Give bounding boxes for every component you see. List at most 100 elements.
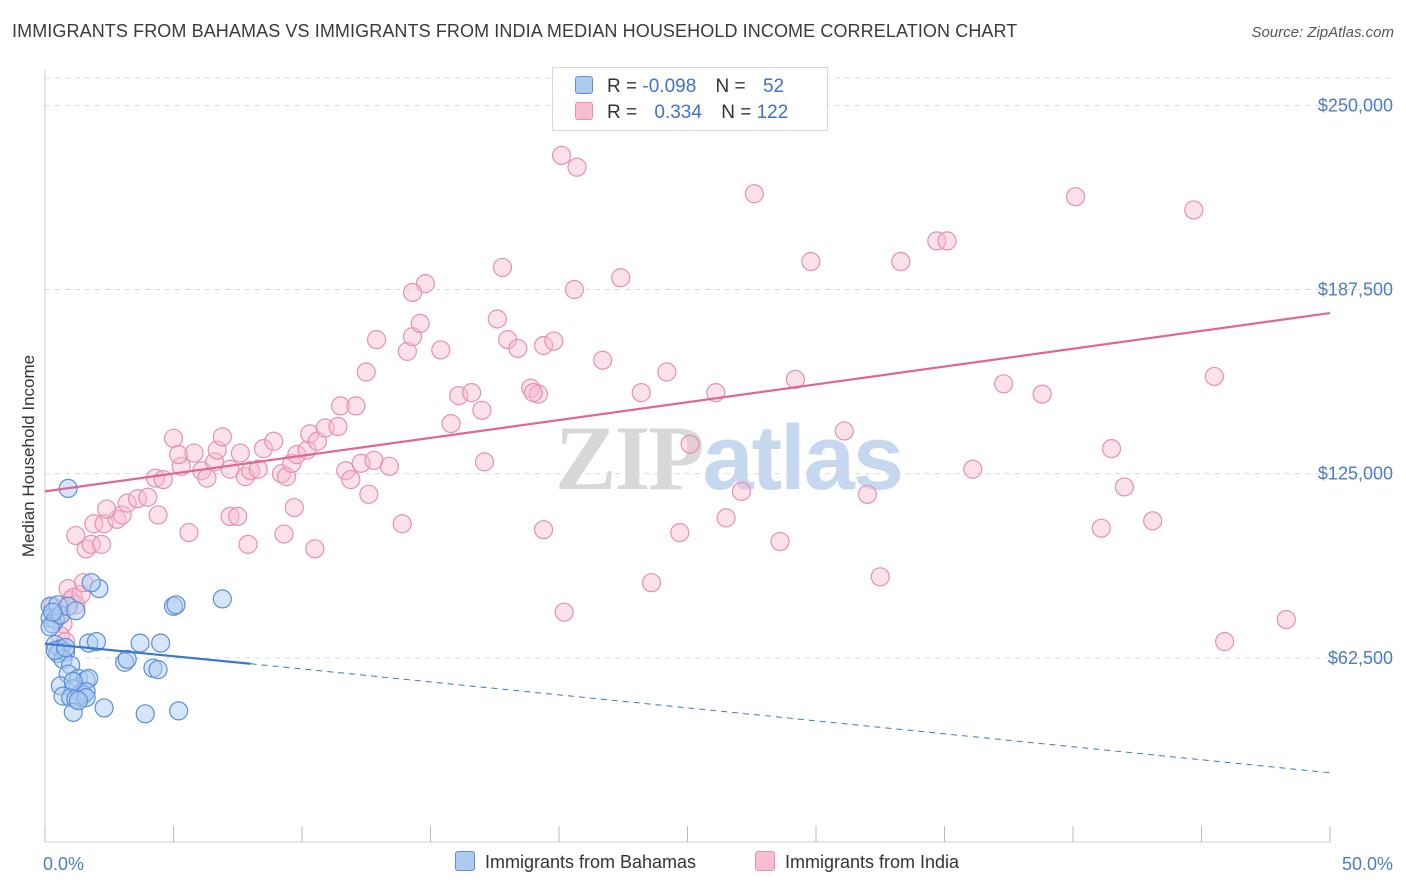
legend-india-label: Immigrants from India — [785, 852, 960, 872]
india-point — [551, 145, 572, 166]
india-point — [564, 279, 585, 300]
bahamas-point — [148, 660, 168, 680]
india-point — [1204, 366, 1224, 387]
bahamas-swatch — [575, 76, 593, 94]
bahamas-point — [66, 601, 86, 621]
legend-item-india[interactable]: Immigrants from India — [755, 851, 959, 873]
india-point — [238, 534, 258, 554]
india-point — [248, 459, 268, 479]
correlation-legend: R = -0.098 N = 52 R = 0.334 N = 122 — [552, 67, 828, 131]
legend-row-india: R = 0.334 N = 122 — [575, 102, 788, 128]
legend-india-swatch — [755, 851, 775, 871]
watermark-atlas: atlas — [702, 407, 904, 509]
india-point — [611, 268, 631, 288]
india-point — [274, 524, 294, 544]
india-point — [91, 534, 112, 554]
india-point — [81, 534, 101, 554]
legend-item-bahamas[interactable]: Immigrants from Bahamas — [455, 851, 696, 873]
bahamas-r-label: R = — [607, 76, 638, 97]
india-point — [533, 335, 554, 356]
india-point — [994, 374, 1014, 394]
india-point — [487, 309, 507, 329]
y-tick-label: $125,000 — [1318, 464, 1393, 484]
india-point — [857, 484, 878, 504]
india-point — [410, 313, 430, 334]
india-point — [670, 523, 690, 543]
india-point — [84, 514, 104, 534]
bahamas-point — [166, 595, 186, 615]
india-point — [379, 456, 399, 476]
india-point — [567, 157, 587, 177]
india-point — [1101, 439, 1122, 459]
watermark-zip: ZIP — [555, 407, 704, 509]
legend-bahamas-label: Immigrants from Bahamas — [485, 852, 697, 872]
bahamas-r-value: -0.098 — [642, 76, 697, 97]
india-point — [253, 439, 274, 459]
india-point — [927, 231, 947, 251]
source-label[interactable]: Source: ZipAtlas.com — [1251, 24, 1394, 41]
legend-bahamas-swatch — [455, 851, 475, 871]
india-point — [731, 481, 752, 501]
india-point — [264, 431, 284, 451]
india-point — [336, 461, 356, 481]
india-point — [127, 489, 148, 509]
india-point — [593, 350, 613, 370]
india-point — [891, 251, 911, 272]
bahamas-point — [68, 690, 89, 711]
india-trend-line — [44, 312, 1331, 493]
bahamas-trend-extension — [250, 663, 1331, 774]
india-point — [441, 413, 461, 434]
india-point — [366, 330, 387, 350]
india-point — [397, 341, 417, 361]
bahamas-point — [135, 704, 155, 724]
bahamas-point — [212, 589, 232, 609]
india-point — [937, 231, 957, 251]
bahamas-point — [94, 698, 114, 718]
bahamas-point — [86, 632, 107, 652]
india-point — [680, 434, 700, 454]
india-point — [462, 383, 482, 403]
india-point — [533, 520, 554, 540]
india-point — [197, 468, 217, 488]
india-point — [359, 484, 379, 504]
bahamas-points — [40, 478, 232, 724]
label-layer: $62,500 $125,000 $187,500 $250,000 0.0% 50.0% — [43, 95, 1393, 874]
india-point — [346, 396, 366, 416]
bahamas-point — [63, 671, 83, 692]
india-point — [1215, 632, 1235, 652]
grid-layer — [45, 77, 1395, 659]
india-point — [163, 428, 184, 448]
legend-row-bahamas: R = -0.098 N = 52 — [575, 76, 784, 102]
india-point — [963, 459, 983, 479]
india-point — [148, 505, 168, 525]
india-point — [1065, 187, 1086, 207]
bahamas-point — [55, 637, 76, 658]
india-point — [328, 416, 348, 437]
y-tick-label: $62,500 — [1328, 648, 1393, 668]
bahamas-point — [169, 701, 189, 721]
bahamas-point — [81, 573, 101, 593]
india-point — [834, 421, 854, 441]
india-point — [169, 444, 189, 465]
india-point — [220, 506, 240, 527]
india-point — [184, 443, 204, 463]
bahamas-n-value: 52 — [762, 76, 785, 97]
india-point — [1276, 609, 1296, 630]
bahamas-point — [43, 602, 63, 622]
india-point — [94, 514, 114, 534]
india-point — [554, 602, 574, 622]
india-point — [1032, 384, 1052, 404]
india-r-value: 0.334 — [654, 102, 702, 123]
x-tick-label-min: 0.0% — [43, 854, 84, 874]
india-point — [508, 338, 528, 359]
bahamas-point — [151, 633, 171, 653]
india-point — [472, 400, 492, 420]
india-point — [431, 340, 451, 360]
india-point — [356, 362, 376, 382]
india-point — [1184, 200, 1204, 220]
india-point — [474, 452, 495, 472]
india-r-label: R = — [607, 102, 638, 123]
india-point — [1114, 477, 1135, 497]
bahamas-n-label: N = — [715, 76, 746, 97]
